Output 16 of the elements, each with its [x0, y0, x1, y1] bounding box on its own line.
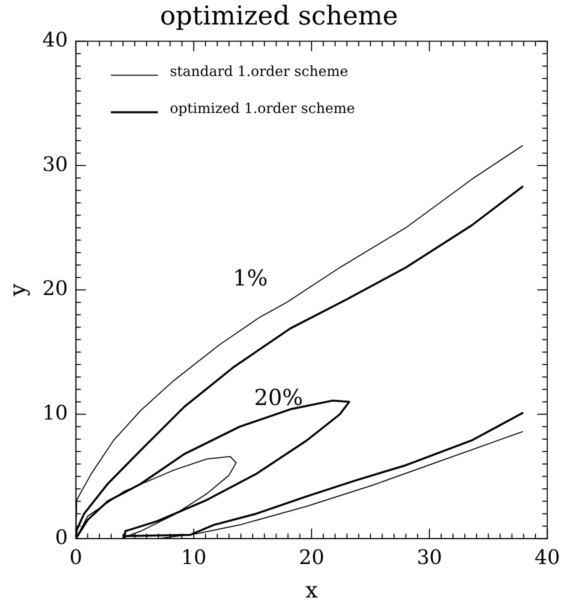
annotation: 20% — [254, 386, 304, 412]
legend-label: standard 1.order scheme — [170, 64, 348, 80]
x-tick-label: 10 — [180, 544, 206, 569]
y-tick-label: 10 — [42, 400, 68, 424]
x-axis-title: x — [305, 578, 318, 604]
x-tick-label: 40 — [534, 544, 560, 569]
chart-title: optimized scheme — [160, 1, 398, 32]
annotation: 1% — [232, 266, 268, 292]
y-tick-label: 0 — [55, 524, 68, 549]
y-tick-label: 20 — [42, 276, 68, 300]
y-tick-label: 40 — [42, 27, 68, 52]
x-tick-label: 20 — [298, 544, 324, 569]
y-tick-label: 30 — [42, 152, 68, 176]
y-axis-title: y — [6, 283, 31, 298]
legend-label: optimized 1.order scheme — [170, 100, 355, 117]
x-tick-label: 30 — [416, 544, 442, 569]
